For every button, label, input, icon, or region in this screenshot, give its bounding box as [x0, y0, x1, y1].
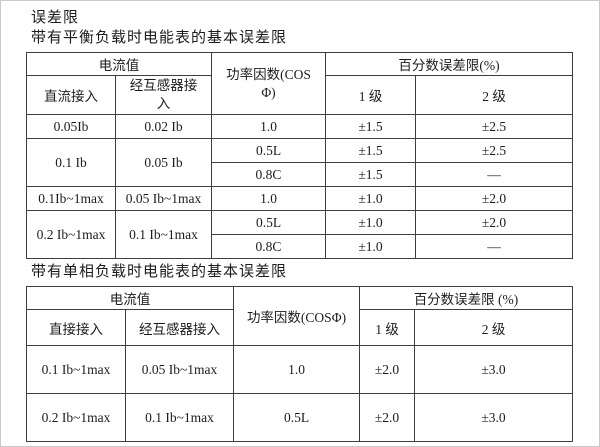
- header-direct-connect: 直接接入: [26, 309, 126, 347]
- header-class1: 1 级: [325, 74, 416, 116]
- table-row: 0.1 Ib~1max 0.05 Ib~1max 1.0 ±2.0 ±3.0: [26, 345, 573, 395]
- power-factor-line1: 功率因数(COS: [226, 66, 311, 82]
- cell-class1: ±1.0: [325, 186, 416, 212]
- cell-class2: ±2.0: [415, 210, 573, 236]
- cell-class2: ±2.5: [415, 114, 573, 140]
- single-phase-load-error-table: 电流值 功率因数(COSΦ) 百分数误差限 (%) 直接接入 经互感器接入 1 …: [26, 286, 573, 443]
- table-row: 0.2 Ib~1max 0.1 Ib~1max 0.5L ±2.0 ±3.0: [26, 393, 573, 443]
- table2-caption: 带有单相负载时电能表的基本误差限: [31, 264, 288, 281]
- cell-class1: ±1.5: [325, 138, 416, 164]
- cell-power-factor: 1.0: [211, 186, 326, 212]
- cell-power-factor: 0.5L: [211, 138, 326, 164]
- table1-caption: 带有平衡负载时电能表的基本误差限: [31, 30, 288, 46]
- page-title: 误差限: [31, 10, 80, 26]
- table-row: 0.2 Ib~1max 0.1 Ib~1max 0.5L ±1.0 ±2.0: [26, 210, 573, 260]
- cell-power-factor: 1.0: [211, 114, 326, 140]
- header-percent-error: 百分数误差限(%): [325, 52, 573, 76]
- cell-direct: 0.1 Ib~1max: [26, 345, 126, 395]
- cell-power-factor: 0.8C: [211, 234, 326, 260]
- cell-direct: 0.2 Ib~1max: [26, 393, 126, 443]
- cell-class1: ±1.0: [325, 234, 416, 260]
- cell-transformer: 0.05 Ib~1max: [125, 345, 234, 395]
- cell-transformer: 0.05 Ib: [115, 138, 212, 188]
- header-class2: 2 级: [415, 74, 573, 116]
- cell-power-factor: 0.5L: [211, 210, 326, 236]
- cell-class2: ±2.0: [415, 186, 573, 212]
- cell-transformer: 0.02 Ib: [115, 114, 212, 140]
- table-row: 0.8C ±1.5 —: [27, 162, 573, 188]
- cell-class1: ±2.0: [359, 393, 415, 443]
- header-current-value: 电流值: [26, 286, 234, 311]
- cell-direct: 0.1Ib~1max: [26, 186, 116, 212]
- header-class1: 1 级: [359, 309, 415, 347]
- header-transformer-connect: 经互感器接入: [115, 74, 212, 116]
- cell-class2: ±3.0: [414, 345, 573, 395]
- power-factor-line2: Φ): [261, 84, 276, 100]
- table-subheader-row: 直流接入 经互感器接入 1 级 2 级: [26, 74, 573, 116]
- cell-power-factor: 0.8C: [211, 162, 326, 188]
- header-percent-error: 百分数误差限 (%): [359, 286, 573, 311]
- cell-power-factor: 0.5L: [233, 393, 360, 443]
- table-header-row: 电流值 功率因数(COS Φ) 百分数误差限(%): [26, 51, 573, 116]
- header-class2: 2 级: [414, 309, 573, 347]
- cell-direct: 0.1 Ib: [26, 138, 116, 188]
- cell-class2: ±2.5: [415, 138, 573, 164]
- header-transformer-connect: 经互感器接入: [125, 309, 234, 347]
- cell-class2: —: [415, 234, 573, 260]
- table-row: 0.1 Ib 0.05 Ib 0.5L ±1.5 ±2.5: [26, 138, 573, 188]
- cell-class1: ±1.5: [325, 114, 416, 140]
- table-row: 0.05Ib 0.02 Ib 1.0 ±1.5 ±2.5: [26, 114, 573, 140]
- table-row: 0.1Ib~1max 0.05 Ib~1max 1.0 ±1.0 ±2.0: [26, 186, 573, 212]
- cell-class1: ±1.0: [325, 210, 416, 236]
- header-power-factor: 功率因数(COS Φ): [211, 51, 326, 116]
- header-transformer-label: 经互感器接入: [129, 78, 198, 112]
- cell-direct: 0.05Ib: [26, 114, 116, 140]
- cell-class2: ±3.0: [414, 393, 573, 443]
- cell-transformer: 0.1 Ib~1max: [125, 393, 234, 443]
- header-direct-connect: 直流接入: [26, 74, 116, 116]
- cell-class1: ±1.5: [325, 162, 416, 188]
- cell-transformer: 0.05 Ib~1max: [115, 186, 212, 212]
- cell-class2: —: [415, 162, 573, 188]
- cell-transformer: 0.1 Ib~1max: [115, 210, 212, 260]
- cell-class1: ±2.0: [359, 345, 415, 395]
- table-header-row: 电流值 功率因数(COSΦ) 百分数误差限 (%): [26, 286, 573, 347]
- table-row: 0.8C ±1.0 —: [27, 234, 573, 260]
- cell-direct: 0.2 Ib~1max: [26, 210, 116, 260]
- cell-power-factor: 1.0: [233, 345, 360, 395]
- header-current-value: 电流值: [26, 52, 212, 76]
- header-power-factor: 功率因数(COSΦ): [233, 286, 360, 347]
- balanced-load-error-table: 电流值 功率因数(COS Φ) 百分数误差限(%) 直流接入 经互感器接入 1 …: [26, 51, 573, 260]
